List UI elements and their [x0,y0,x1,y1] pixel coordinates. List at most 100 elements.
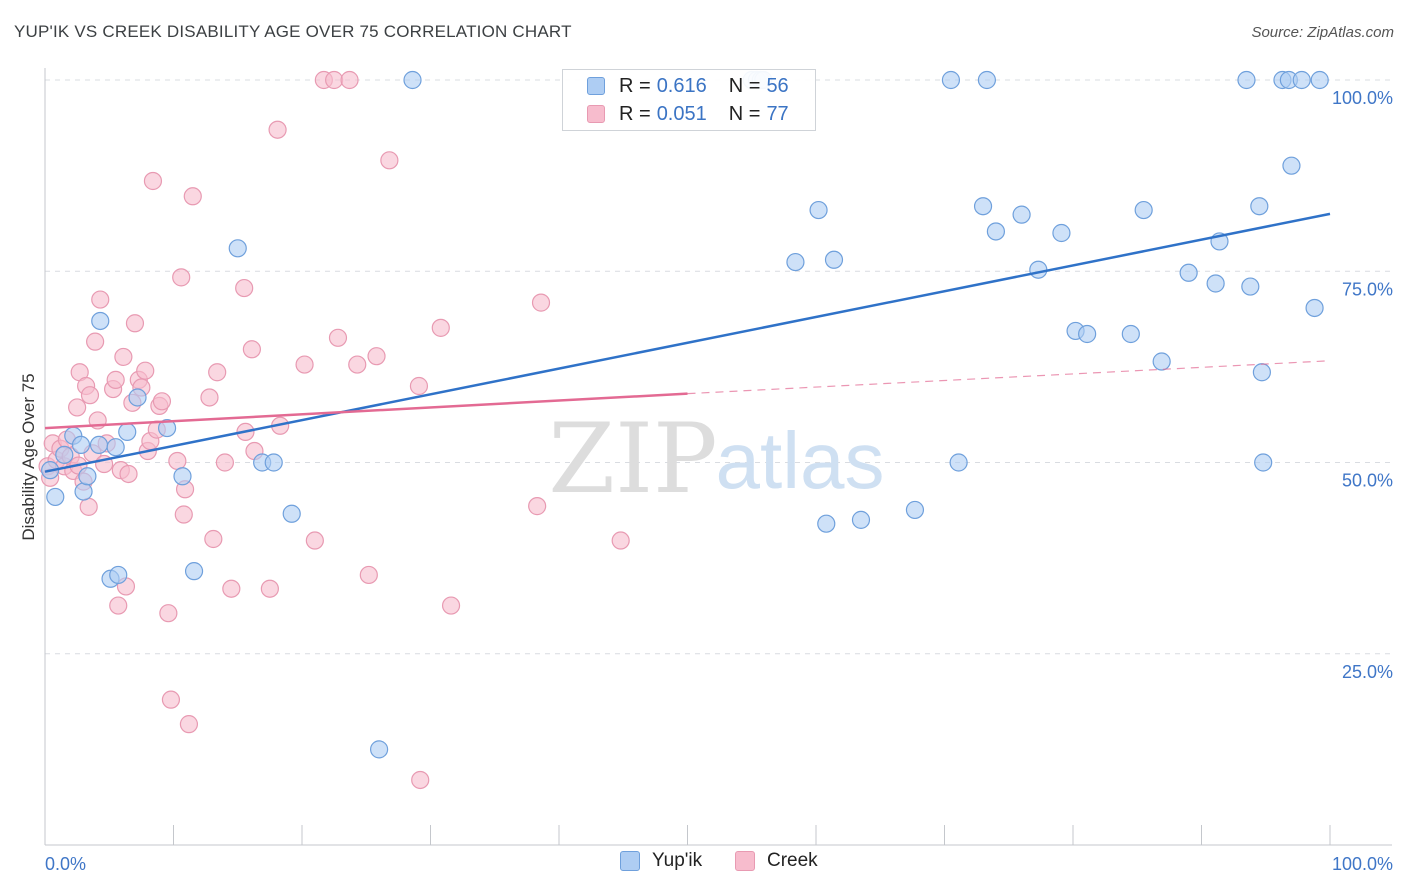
yupik-point [1206,274,1225,293]
creek-point [161,690,181,709]
legend-label-creek: Creek [767,850,818,871]
creek-point [136,361,155,380]
creek-point [204,529,223,549]
yupik-point [403,70,422,90]
yupik-point [973,197,993,216]
yupik-point [118,422,137,441]
creek-point [295,355,314,374]
tick-labels: 25.0% 50.0% 75.0% 100.0% 0.0% 100.0% [45,88,1393,874]
yupik-point [1121,324,1140,344]
yupik-point [78,467,97,486]
yupik-point [173,467,192,486]
yupik-point [1241,277,1260,296]
grid-lines [45,79,1392,655]
n-value: 77 [766,102,789,125]
axes [44,68,1392,846]
creek-point [109,596,128,615]
r-label: R = [619,102,651,125]
yupik-point [1134,200,1153,220]
creek-point [367,347,386,366]
creek-point [200,388,219,407]
legend-label-yupik: Yup'ik [652,850,703,871]
yupik-point [89,435,109,455]
creek-point [208,363,227,382]
yupik-swatch [587,77,605,95]
creek-point [119,464,138,484]
yupik-point [1152,352,1171,371]
creek-point [159,604,178,623]
creek-point [348,355,367,374]
creek-point [143,171,163,191]
yupik-point [264,453,283,472]
creek-point [328,328,348,347]
creek-point [528,497,547,516]
creek-point [174,505,193,524]
creek-point [409,376,429,396]
creek-point [531,293,551,312]
creek-point [68,398,87,417]
y-axis-label: Disability Age Over 75 [19,373,38,540]
yupik-point [1250,197,1269,216]
creek-point [91,290,110,309]
creek-point [268,120,287,139]
series-legend: Yup'ik Creek [0,850,1406,878]
creek-point [86,332,105,351]
creek-point [441,596,461,615]
yupik-point [1078,324,1097,344]
creek-point [168,451,187,471]
creek-point [411,770,430,790]
yupik-point [786,252,805,272]
creek-point [242,340,261,359]
creek-point [79,497,98,516]
creek-swatch [735,851,755,871]
source-label: Source: ZipAtlas.com [1251,24,1394,41]
yupik-point [1310,70,1329,90]
creek-point [305,531,324,550]
yupik-point [817,514,836,533]
y-tick-label: 50.0% [1342,471,1393,491]
creek-point [325,70,344,90]
yupik-swatch [620,851,640,871]
creek-trendline [44,392,688,430]
yupik-point [370,740,389,759]
creek-trendline-extension [687,360,1331,395]
creek-point [215,453,234,472]
creek-point [235,278,254,298]
watermark-atlas: atlas [716,416,885,505]
creek-point [80,386,100,405]
creek-point [431,318,450,337]
creek-point [380,151,399,170]
stats-legend: R = 0.616 N = 56 R = 0.051 N = 77 [562,69,816,131]
yupik-point [1254,453,1273,472]
yupik-point [986,222,1006,241]
creek-swatch [587,105,605,123]
chart-title: YUP'IK VS CREEK DISABILITY AGE OVER 75 C… [14,22,572,41]
creek-point [260,579,279,598]
yupik-point [1292,70,1311,90]
yupik-point [1252,363,1271,382]
n-value: 56 [766,74,789,97]
creek-point [179,715,199,734]
creek-point [125,314,145,333]
creek-point [152,392,172,411]
n-label: N = [728,102,761,125]
yupik-point [905,500,925,520]
yupik-point [106,438,125,457]
x-tick-label-min: 0.0% [45,854,86,874]
n-label: N = [728,74,761,97]
yupik-point [109,565,128,585]
yupik-point [851,510,871,529]
yupik-point [228,239,247,258]
creek-point [106,370,125,389]
y-tick-label: 25.0% [1342,662,1393,682]
yupik-point [55,445,74,464]
yupik-point [809,200,828,220]
creek-point [340,70,359,90]
yupik-point [1052,223,1071,243]
yupik-point [46,487,65,507]
yupik-point [91,311,110,331]
yupik-point [71,435,91,455]
creek-point [183,187,202,206]
yupik-point [941,70,961,90]
